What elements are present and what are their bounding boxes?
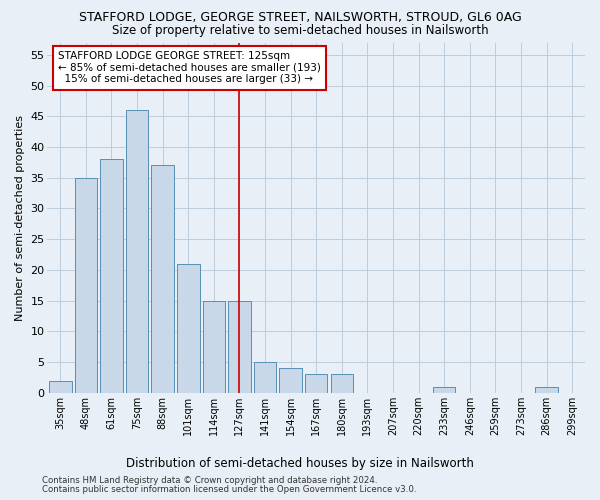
Y-axis label: Number of semi-detached properties: Number of semi-detached properties bbox=[15, 114, 25, 320]
Bar bbox=[254, 362, 276, 393]
Bar bbox=[305, 374, 328, 393]
Bar bbox=[100, 160, 123, 393]
Text: STAFFORD LODGE GEORGE STREET: 125sqm
← 85% of semi-detached houses are smaller (: STAFFORD LODGE GEORGE STREET: 125sqm ← 8… bbox=[58, 52, 321, 84]
Bar bbox=[49, 380, 71, 393]
Bar bbox=[280, 368, 302, 393]
Text: Size of property relative to semi-detached houses in Nailsworth: Size of property relative to semi-detach… bbox=[112, 24, 488, 37]
Text: Contains HM Land Registry data © Crown copyright and database right 2024.: Contains HM Land Registry data © Crown c… bbox=[42, 476, 377, 485]
Bar bbox=[74, 178, 97, 393]
Bar bbox=[151, 166, 174, 393]
Bar bbox=[535, 386, 558, 393]
Bar bbox=[331, 374, 353, 393]
Bar bbox=[126, 110, 148, 393]
Text: Distribution of semi-detached houses by size in Nailsworth: Distribution of semi-detached houses by … bbox=[126, 458, 474, 470]
Bar bbox=[228, 300, 251, 393]
Text: Contains public sector information licensed under the Open Government Licence v3: Contains public sector information licen… bbox=[42, 484, 416, 494]
Bar bbox=[203, 300, 225, 393]
Text: STAFFORD LODGE, GEORGE STREET, NAILSWORTH, STROUD, GL6 0AG: STAFFORD LODGE, GEORGE STREET, NAILSWORT… bbox=[79, 11, 521, 24]
Bar bbox=[433, 386, 455, 393]
Bar bbox=[177, 264, 200, 393]
